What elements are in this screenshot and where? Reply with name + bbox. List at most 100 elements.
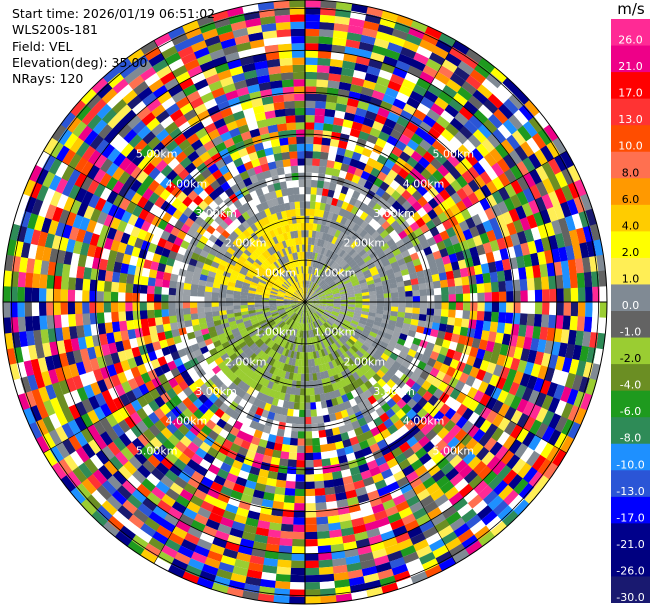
gate-cell (296, 445, 305, 454)
gate-cell (410, 179, 423, 191)
gate-cell (334, 229, 341, 238)
gate-cell (473, 480, 488, 495)
gate-cell (289, 394, 296, 403)
gate-cell (292, 179, 300, 188)
gate-cell (320, 271, 327, 279)
gate-cell (285, 115, 296, 124)
gate-cell (265, 239, 273, 248)
gate-cell (122, 109, 137, 124)
gate-cell (394, 342, 404, 352)
gate-cell (111, 409, 125, 424)
gate-cell (233, 308, 242, 314)
gate-cell (402, 127, 415, 140)
gate-cell (101, 108, 118, 124)
gate-cell (187, 189, 199, 201)
gate-cell (284, 108, 296, 117)
gate-cell (131, 386, 144, 400)
gate-cell (36, 402, 49, 419)
gate-cell (290, 560, 305, 569)
gate-cell (305, 28, 320, 37)
gate-cell (304, 503, 316, 511)
gate-cell (332, 342, 339, 351)
gate-cell (146, 293, 155, 302)
gate-cell (351, 174, 361, 184)
gate-cell (427, 127, 442, 141)
gate-cell (291, 297, 299, 301)
gate-cell (247, 304, 255, 308)
gate-cell (517, 462, 532, 479)
gate-cell (418, 314, 427, 322)
gate-cell (485, 396, 498, 411)
gate-cell (347, 327, 355, 334)
gate-cell (257, 368, 266, 377)
gate-cell (224, 345, 233, 353)
gate-cell (137, 363, 148, 376)
gate-cell (344, 317, 352, 323)
gate-cell (361, 308, 370, 313)
gate-cell (125, 282, 134, 293)
gate-cell (285, 386, 292, 395)
gate-cell (304, 589, 321, 597)
gate-cell (549, 302, 557, 316)
gate-cell (343, 342, 351, 351)
gate-cell (237, 272, 246, 279)
gate-cell (268, 522, 282, 531)
gate-cell (106, 363, 117, 377)
gate-cell (314, 487, 326, 496)
gate-cell (425, 373, 436, 385)
gate-cell (131, 437, 145, 452)
gate-cell (351, 443, 362, 453)
gate-cell (391, 302, 399, 308)
gate-cell (139, 284, 148, 294)
gate-cell (410, 459, 424, 472)
gate-cell (197, 307, 205, 314)
gate-cell (452, 242, 463, 254)
gate-cell (533, 377, 545, 393)
gate-cell (314, 495, 326, 504)
gate-cell (548, 174, 562, 192)
gate-cell (319, 436, 328, 446)
gate-cell (80, 175, 94, 191)
gate-cell (323, 370, 330, 379)
gate-cell (243, 69, 258, 80)
gate-cell (452, 325, 462, 336)
gate-cell (427, 84, 443, 98)
gate-cell (299, 288, 303, 296)
gate-cell (345, 256, 354, 264)
gate-cell (296, 274, 300, 282)
gate-cell (131, 488, 147, 504)
gate-cell (343, 210, 351, 219)
gate-cell (445, 226, 457, 238)
gate-cell (254, 296, 263, 300)
gate-cell (279, 57, 294, 66)
gate-cell (155, 324, 165, 334)
gate-cell (340, 302, 349, 305)
gate-cell (438, 415, 451, 428)
gate-cell (186, 331, 196, 340)
gate-cell (325, 167, 334, 176)
gate-cell (371, 341, 380, 350)
gate-cell (70, 199, 82, 215)
gate-cell (330, 51, 345, 61)
gate-cell (309, 344, 313, 353)
gate-cell (475, 223, 487, 236)
gate-cell (117, 241, 128, 254)
gate-cell (335, 330, 343, 338)
gate-cell (422, 401, 434, 413)
gate-cell (99, 402, 112, 417)
gate-cell (229, 442, 241, 454)
gate-cell (337, 329, 345, 336)
gate-cell (412, 337, 422, 346)
gate-cell (200, 327, 210, 336)
gate-cell (106, 494, 123, 511)
gate-cell (338, 259, 346, 267)
gate-cell (329, 138, 340, 148)
gate-cell (214, 451, 227, 463)
gate-cell (310, 416, 318, 425)
gate-cell (271, 287, 279, 292)
gate-cell (327, 189, 335, 198)
gate-cell (365, 258, 374, 267)
gate-cell (280, 65, 294, 74)
gate-cell (11, 331, 21, 349)
gate-cell (331, 213, 339, 222)
